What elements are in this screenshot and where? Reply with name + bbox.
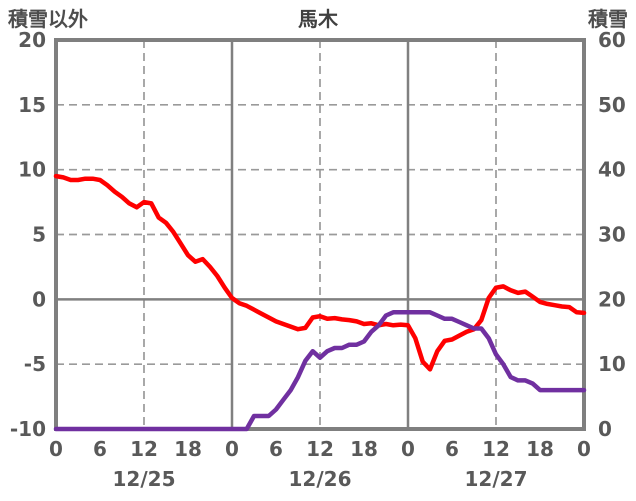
hour-tick-label-3: 18 (174, 437, 202, 461)
left-axis-tick-label-10: 10 (18, 158, 46, 182)
hour-tick-label-12: 0 (577, 437, 591, 461)
hour-tick-label-5: 6 (269, 437, 283, 461)
hour-tick-label-8: 0 (401, 437, 415, 461)
date-label-0: 12/25 (113, 467, 176, 491)
left-axis-tick-label--5: -5 (24, 352, 46, 376)
hour-tick-label-6: 12 (306, 437, 334, 461)
right-axis-title: 積雪 (588, 7, 628, 31)
date-label-1: 12/26 (289, 467, 352, 491)
hour-tick-label-4: 0 (225, 437, 239, 461)
hour-tick-label-1: 6 (93, 437, 107, 461)
left-axis-tick-label-5: 5 (32, 223, 46, 247)
right-axis-tick-label-60: 60 (598, 28, 626, 52)
hour-tick-label-7: 18 (350, 437, 378, 461)
hour-tick-label-2: 12 (130, 437, 158, 461)
hour-tick-label-10: 12 (482, 437, 510, 461)
right-axis-tick-label-50: 50 (598, 93, 626, 117)
right-axis-tick-label-20: 20 (598, 287, 626, 311)
left-axis-title: 積雪以外 (8, 7, 88, 31)
left-axis-tick-label-20: 20 (18, 28, 46, 52)
left-axis-tick-label--10: -10 (10, 417, 46, 441)
right-axis-tick-label-40: 40 (598, 158, 626, 182)
plot-frame (54, 38, 586, 431)
hour-tick-label-0: 0 (49, 437, 63, 461)
left-axis-tick-label-15: 15 (18, 93, 46, 117)
right-axis-tick-label-0: 0 (598, 417, 612, 441)
date-label-2: 12/27 (465, 467, 528, 491)
left-axis-tick-label-0: 0 (32, 287, 46, 311)
right-axis-tick-label-10: 10 (598, 352, 626, 376)
chart-title: 馬木 (298, 7, 339, 31)
series-red-line-left-axis (53, 173, 587, 372)
series-purple-line-right-axis (53, 310, 587, 432)
hour-tick-label-11: 18 (526, 437, 554, 461)
right-axis-tick-label-30: 30 (598, 223, 626, 247)
hour-tick-label-9: 6 (445, 437, 459, 461)
